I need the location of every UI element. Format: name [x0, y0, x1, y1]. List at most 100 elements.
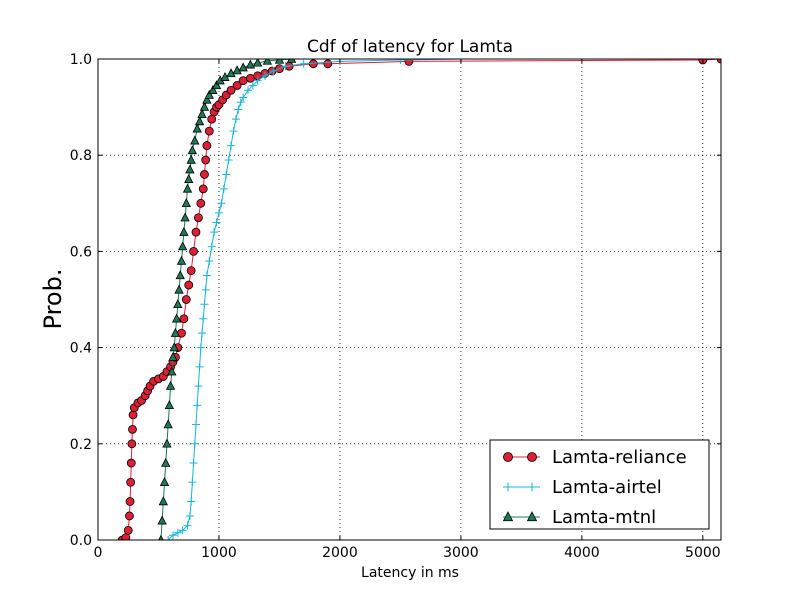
data-point	[199, 101, 210, 111]
data-point	[170, 327, 181, 337]
data-point	[262, 59, 273, 65]
data-point	[164, 400, 175, 410]
data-point	[207, 114, 217, 124]
series-layer	[117, 59, 721, 540]
legend-item: Lamta-airtel	[503, 477, 662, 498]
legend-marker	[503, 452, 513, 462]
data-point	[404, 59, 414, 66]
data-point	[232, 65, 242, 75]
data-point	[286, 59, 297, 63]
data-point	[202, 94, 212, 104]
chart-title: Cdf of latency for Lamta	[307, 37, 513, 57]
data-point	[165, 380, 176, 390]
data-point	[186, 154, 196, 164]
data-point	[227, 141, 236, 150]
x-tick-label: 4000	[564, 545, 600, 561]
data-point	[183, 521, 192, 530]
data-point	[194, 116, 205, 126]
data-point	[184, 280, 194, 290]
data-point	[205, 257, 214, 266]
data-point	[299, 59, 308, 68]
y-tick-label: 0.6	[70, 244, 92, 260]
data-point	[244, 86, 253, 95]
data-point	[128, 410, 138, 420]
data-point	[204, 126, 214, 136]
data-point	[204, 89, 214, 99]
data-point	[201, 155, 211, 165]
data-point	[190, 135, 200, 145]
legend-item: Lamta-mtnl	[502, 507, 656, 528]
legend-box	[489, 439, 710, 530]
data-point	[260, 71, 269, 80]
data-point	[716, 59, 721, 64]
data-point	[126, 458, 136, 468]
data-point	[226, 68, 236, 78]
data-point	[158, 496, 168, 506]
legend: Lamta-reliance Lamta-airtel Lamta-mtnl	[489, 439, 710, 530]
data-point	[193, 401, 202, 410]
axis-ticks: 0 1000 2000 3000 4000 5000 0.0 0.2 0.4 0.6 0.8 1.0	[70, 52, 721, 561]
legend-label: Lamta-mtnl	[552, 507, 656, 528]
data-point	[219, 184, 228, 193]
data-point	[186, 266, 196, 276]
data-point	[281, 62, 290, 71]
data-point	[200, 170, 209, 179]
data-point	[167, 366, 177, 376]
legend-label: Lamta-airtel	[552, 477, 662, 498]
x-tick-label: 0	[94, 545, 103, 561]
data-point	[179, 314, 189, 324]
series-lamta-reliance	[117, 59, 721, 540]
legend-label: Lamta-reliance	[552, 447, 687, 468]
data-point	[191, 420, 200, 429]
data-point	[202, 271, 211, 280]
series-lamta-mtnl	[157, 59, 297, 540]
x-axis-label: Latency in ms	[361, 565, 459, 581]
data-point	[184, 173, 194, 183]
data-point	[173, 528, 182, 537]
data-point	[173, 299, 183, 309]
data-point	[238, 62, 248, 72]
data-point	[182, 183, 193, 193]
data-point	[169, 531, 178, 540]
data-point	[323, 59, 333, 69]
data-point	[178, 526, 187, 535]
data-point	[176, 255, 187, 265]
legend-marker	[527, 452, 537, 462]
data-point	[181, 198, 191, 207]
data-point	[125, 511, 134, 521]
data-point	[179, 226, 189, 236]
data-point	[189, 246, 198, 256]
data-point	[197, 109, 207, 119]
data-point	[246, 73, 255, 83]
data-point	[231, 115, 240, 124]
y-tick-label: 0.2	[70, 437, 92, 453]
legend-marker	[502, 511, 514, 522]
y-tick-label: 0.0	[70, 533, 92, 549]
data-point	[187, 497, 196, 506]
data-point	[191, 227, 201, 237]
data-point	[164, 536, 173, 540]
data-point	[211, 80, 222, 90]
data-point	[217, 199, 226, 208]
data-point	[192, 123, 202, 133]
x-tick-label: 3000	[443, 545, 479, 561]
data-point	[163, 419, 173, 429]
data-point	[207, 242, 216, 251]
data-point	[180, 212, 190, 222]
data-point	[238, 76, 248, 86]
data-point	[171, 313, 182, 323]
y-tick-label: 0.4	[70, 341, 92, 357]
data-point	[198, 184, 208, 194]
data-point	[196, 198, 206, 208]
data-point	[185, 511, 194, 520]
legend-marker	[503, 482, 513, 492]
y-tick-label: 1.0	[70, 52, 92, 68]
y-axis-label: Prob.	[39, 269, 67, 330]
data-point	[269, 67, 278, 76]
data-point	[226, 85, 236, 95]
data-point	[158, 534, 164, 540]
legend-item: Lamta-reliance	[503, 447, 687, 468]
data-point	[195, 362, 204, 371]
data-point	[123, 525, 133, 535]
data-point	[232, 81, 242, 90]
